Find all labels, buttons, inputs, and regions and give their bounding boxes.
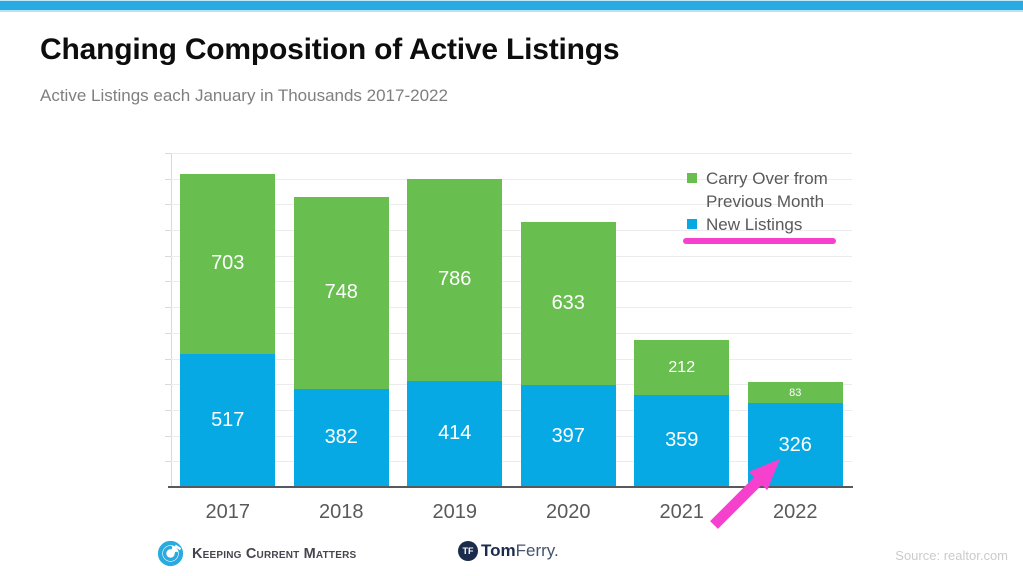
y-axis-tick (165, 461, 171, 463)
x-axis-label-2020: 2020 (546, 501, 591, 523)
y-axis-tick (165, 153, 171, 154)
bar-value-label: 703 (211, 252, 245, 275)
page-title: Changing Composition of Active Listings (40, 33, 620, 66)
legend-label-carry-over-line2: Previous Month (706, 192, 825, 211)
gridline (171, 153, 852, 154)
y-axis-tick (165, 435, 171, 437)
chart-plot-area: 517 703 2017 382 748 2018 414 786 2019 397 633 2020… (165, 153, 853, 523)
x-axis-label-2018: 2018 (319, 501, 364, 523)
top-accent-bar (0, 0, 1023, 12)
gridline (171, 435, 852, 437)
legend-swatch-green-icon (687, 173, 697, 183)
pink-underline-highlight (683, 238, 836, 244)
bar-2017-carry-over-segment: 703 (180, 173, 276, 355)
legend-label-new-listings: New Listings (706, 215, 803, 234)
gridline (171, 461, 852, 463)
bar-value-label: 414 (438, 422, 472, 445)
bar-2020-new-listings-segment: 397 (520, 385, 616, 487)
y-axis-tick (165, 230, 171, 232)
bar-2020-carry-over-segment: 633 (520, 222, 616, 386)
x-axis-label-2022: 2022 (773, 501, 818, 523)
y-axis-tick (165, 178, 171, 180)
bar-value-label: 326 (778, 433, 812, 456)
bar-value-label: 633 (551, 292, 585, 315)
legend-label-carry-over-line1: Carry Over from (706, 169, 828, 188)
bar-value-label: 397 (551, 424, 585, 447)
bar-value-label: 382 (324, 426, 358, 449)
legend-item-new-listings: New Listings (687, 213, 828, 236)
gridline (171, 409, 852, 411)
bar-2021-carry-over-segment: 212 (634, 340, 730, 395)
gridline (171, 230, 852, 232)
legend-item-carry-over: Carry Over from Previous Month (687, 167, 828, 213)
y-axis-tick (165, 384, 171, 386)
bar-value-label: 83 (789, 386, 802, 399)
gridline (171, 204, 852, 206)
bar-value-label: 359 (665, 429, 699, 452)
tomferry-logo: TF TomFerry. (458, 541, 559, 561)
bar-2018-new-listings-segment: 382 (293, 388, 389, 487)
gridline (171, 358, 852, 360)
gridline (171, 332, 852, 334)
x-axis-line (168, 486, 853, 488)
kcm-swirl-icon (157, 540, 184, 567)
bar-2019-new-listings-segment: 414 (407, 380, 503, 487)
pink-arrow-annotation-icon (710, 459, 780, 529)
legend-swatch-blue-icon (687, 219, 697, 229)
y-axis-tick (165, 358, 171, 360)
tomferry-logo-text-bold: Tom (481, 541, 516, 560)
tomferry-logo-text-light: Ferry. (515, 541, 559, 560)
bar-value-label: 212 (668, 358, 696, 376)
bar-2018-carry-over-segment: 748 (293, 196, 389, 389)
chart-legend: Carry Over from Previous Month New Listi… (687, 167, 828, 236)
kcm-logo: Keeping Current Matters (157, 540, 356, 567)
y-axis-tick (165, 281, 171, 283)
source-attribution: Source: realtor.com (895, 548, 1008, 563)
gridline (171, 178, 852, 180)
bar-2017-new-listings-segment: 517 (180, 354, 276, 487)
bar-2022-carry-over-segment: 83 (747, 381, 843, 404)
y-axis-tick (165, 307, 171, 309)
gridline (171, 307, 852, 309)
y-axis-tick (165, 255, 171, 257)
gridline (171, 281, 852, 283)
bar-2021-new-listings-segment: 359 (634, 394, 730, 487)
kcm-logo-text: Keeping Current Matters (192, 545, 357, 562)
page-subtitle: Active Listings each January in Thousand… (40, 86, 448, 105)
x-axis-label-2019: 2019 (432, 501, 478, 523)
bar-2019-carry-over-segment: 786 (407, 178, 503, 381)
bar-value-label: 517 (211, 409, 245, 432)
gridline (171, 384, 852, 386)
y-axis-tick (165, 204, 171, 206)
bar-value-label: 748 (324, 281, 358, 304)
tomferry-tf-icon: TF (458, 541, 478, 561)
y-axis-tick (165, 409, 171, 411)
y-axis-line (171, 153, 172, 487)
x-axis-label-2021: 2021 (659, 501, 705, 523)
gridline (171, 255, 852, 257)
y-axis-tick (165, 332, 171, 334)
bar-value-label: 786 (438, 268, 472, 291)
x-axis-label-2017: 2017 (205, 501, 251, 523)
